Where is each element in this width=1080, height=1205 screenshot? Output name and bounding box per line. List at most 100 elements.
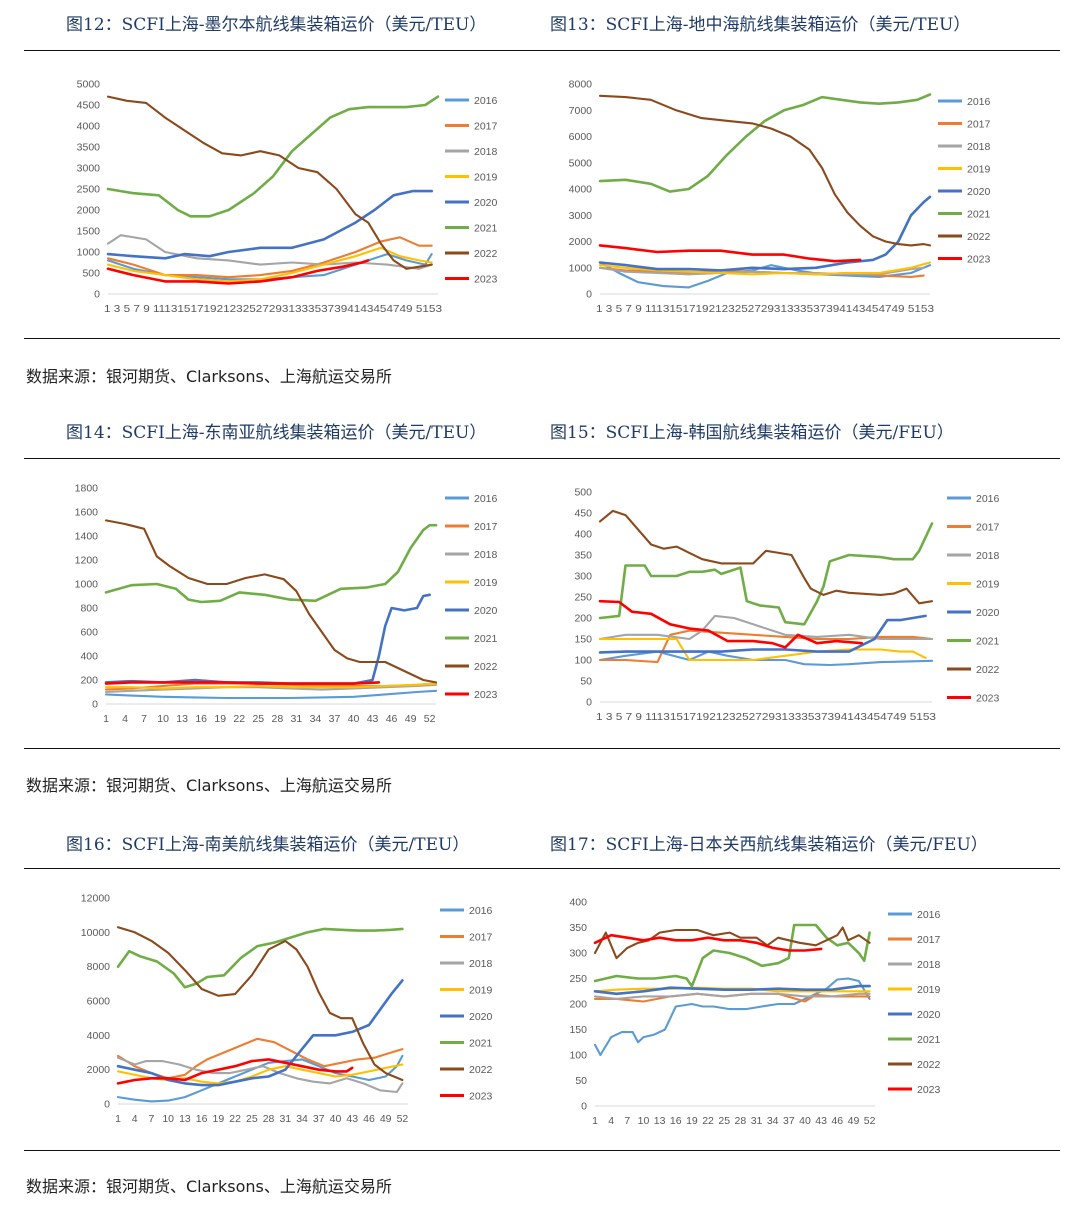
y-tick-label: 1600 — [75, 507, 99, 519]
y-tick-label: 50 — [580, 676, 592, 688]
y-tick-label: 400 — [574, 529, 592, 541]
data-source: 数据来源：银河期货、Clarksons、上海航运交易所 — [26, 1177, 392, 1196]
legend-label-2019: 2019 — [967, 164, 991, 176]
x-tick-label: 46 — [386, 713, 398, 725]
y-tick-label: 450 — [574, 508, 592, 520]
y-tick-label: 1400 — [75, 531, 99, 543]
legend-label-2016: 2016 — [474, 95, 498, 107]
x-tick-label: 1 — [592, 1115, 598, 1127]
x-tick-label: 43 — [346, 1113, 358, 1125]
figure-title-13: 图13：SCFI上海-地中海航线集装箱运价（美元/TEU） — [550, 15, 971, 35]
y-tick-label: 100 — [569, 1050, 587, 1062]
figure-title-12: 图12：SCFI上海-墨尔本航线集装箱运价（美元/TEU） — [66, 15, 487, 35]
x-tick-label: 22 — [229, 1113, 241, 1125]
series-line-2021 — [593, 923, 871, 988]
x-tick-label: 37 — [783, 1115, 795, 1127]
section-1: 图12：SCFI上海-墨尔本航线集装箱运价（美元/TEU） 图13：SCFI上海… — [0, 0, 1080, 400]
x-tick-label: 40 — [348, 713, 360, 725]
bottom-rule — [24, 338, 1060, 339]
x-tick-label: 34 — [296, 1113, 308, 1125]
x-tick-label: 52 — [397, 1113, 409, 1125]
series-line-2023 — [593, 933, 823, 952]
x-tick-labels: 1 3 5 7 9 111315171921232527293133353739… — [104, 303, 442, 315]
y-tick-label: 0 — [586, 697, 592, 709]
data-source: 数据来源：银河期货、Clarksons、上海航运交易所 — [26, 776, 392, 795]
x-tick-label: 19 — [214, 713, 226, 725]
x-tick-label: 31 — [751, 1115, 763, 1127]
legend-label-2016: 2016 — [469, 905, 493, 917]
legend-label-2023: 2023 — [474, 274, 498, 286]
bottom-rule — [24, 1150, 1060, 1151]
y-tick-label: 250 — [569, 973, 587, 985]
x-tick-label: 49 — [405, 713, 417, 725]
series-line-2021 — [116, 927, 404, 989]
series-line-2018 — [104, 683, 438, 694]
y-tick-label: 800 — [80, 603, 98, 615]
x-tick-label: 7 — [149, 1113, 155, 1125]
legend-label-2022: 2022 — [474, 661, 498, 673]
legend-label-2017: 2017 — [474, 121, 498, 133]
legend-label-2022: 2022 — [967, 231, 991, 243]
x-tick-label: 31 — [279, 1113, 291, 1125]
series-line-2017 — [598, 629, 934, 664]
legend-label-2018: 2018 — [917, 959, 941, 971]
series-line-2023 — [598, 244, 862, 263]
series-line-2018 — [598, 266, 925, 276]
y-tick-label: 200 — [574, 613, 592, 625]
series-line-2021 — [598, 522, 934, 626]
y-tick-label: 400 — [569, 897, 587, 909]
y-tick-label: 300 — [574, 571, 592, 583]
data-source: 数据来源：银河期货、Clarksons、上海航运交易所 — [26, 367, 392, 386]
y-tick-label: 500 — [574, 487, 592, 499]
line-chart: 0 50 100 150 200 250 300 350 400 1 4 7 10 13 16 19 22 25 2… — [569, 897, 941, 1128]
chart-fig16: 0 2000 4000 6000 8000 10000 12000 1 4 7 10 13 16 19 22… — [60, 888, 520, 1148]
series-line-2020 — [106, 189, 433, 260]
legend-label-2021: 2021 — [917, 1034, 941, 1046]
y-tick-label: 350 — [569, 922, 587, 934]
x-tick-labels: 1 3 5 7 9 111315171921232527293133353739… — [596, 303, 934, 315]
series-line-2023 — [106, 259, 370, 285]
y-tick-label: 4000 — [87, 1030, 111, 1042]
legend-label-2018: 2018 — [469, 958, 493, 970]
y-tick-label: 6000 — [569, 131, 593, 143]
legend-label-2023: 2023 — [976, 693, 1000, 705]
legend-label-2019: 2019 — [474, 172, 498, 184]
legend-label-2017: 2017 — [967, 119, 991, 131]
y-tick-label: 3500 — [77, 142, 101, 154]
series-line-2019 — [598, 261, 932, 276]
legend-label-2020: 2020 — [917, 1009, 941, 1021]
x-tick-label: 28 — [735, 1115, 747, 1127]
x-tick-label: 7 — [624, 1115, 630, 1127]
legend-label-2021: 2021 — [474, 223, 498, 235]
x-tick-label: 22 — [233, 713, 245, 725]
legend-label-2022: 2022 — [976, 664, 1000, 676]
y-tick-label: 2000 — [87, 1064, 111, 1076]
legend-label-2018: 2018 — [474, 146, 498, 158]
y-tick-label: 0 — [586, 289, 592, 301]
y-tick-label: 1500 — [77, 226, 101, 238]
legend-label-2021: 2021 — [474, 633, 498, 645]
y-tick-label: 250 — [574, 592, 592, 604]
x-tick-label: 10 — [638, 1115, 650, 1127]
top-rule — [24, 868, 1060, 869]
legend-label-2017: 2017 — [474, 521, 498, 533]
x-tick-label: 43 — [367, 713, 379, 725]
y-tick-label: 12000 — [81, 893, 110, 905]
y-tick-label: 1000 — [75, 579, 99, 591]
y-tick-label: 400 — [80, 651, 98, 663]
series-line-2018 — [593, 992, 871, 1000]
y-tick-label: 4500 — [77, 100, 101, 112]
series-line-2021 — [598, 93, 932, 193]
legend-label-2023: 2023 — [474, 689, 498, 701]
y-tick-label: 2000 — [569, 236, 593, 248]
y-tick-label: 1800 — [75, 483, 99, 495]
legend-label-2019: 2019 — [474, 577, 498, 589]
series-line-2020 — [598, 614, 927, 654]
legend-label-2023: 2023 — [469, 1091, 493, 1103]
x-tick-label: 19 — [686, 1115, 698, 1127]
x-tick-label: 16 — [670, 1115, 682, 1127]
legend-label-2016: 2016 — [474, 493, 498, 505]
legend-label-2020: 2020 — [976, 607, 1000, 619]
series-line-2016 — [104, 689, 438, 700]
y-tick-label: 7000 — [569, 105, 593, 117]
